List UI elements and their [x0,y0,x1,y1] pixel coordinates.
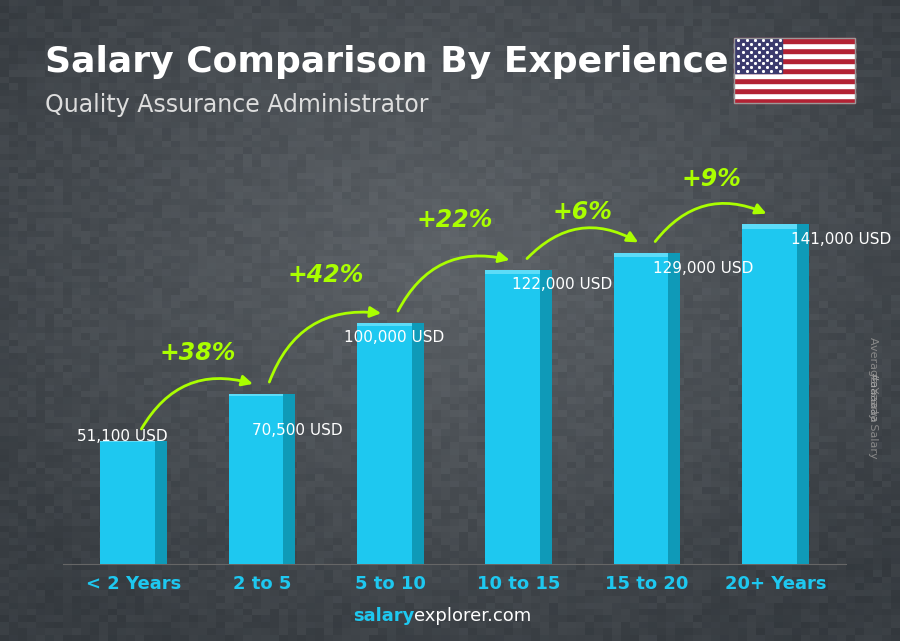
Bar [734,48,855,53]
Bar [614,253,669,564]
Bar [734,44,855,48]
Text: salary: salary [353,607,414,625]
Bar [485,271,540,274]
Text: +42%: +42% [288,263,364,287]
Bar [357,323,411,564]
Bar [734,63,855,68]
Bar [734,68,855,73]
Bar [100,441,155,442]
Bar [734,38,782,73]
Bar [734,58,855,63]
Bar [100,441,155,564]
Text: +38%: +38% [159,342,236,365]
Bar [411,323,424,564]
Text: 122,000 USD: 122,000 USD [512,278,613,292]
Bar [734,38,855,44]
Bar [742,224,796,564]
Bar [734,53,855,58]
Text: 51,100 USD: 51,100 USD [77,429,167,444]
Text: +22%: +22% [417,208,492,231]
Bar [734,78,855,83]
Bar [796,224,809,564]
Bar [734,93,855,97]
Bar [357,323,411,326]
Text: 100,000 USD: 100,000 USD [344,331,445,345]
Bar [229,394,284,396]
Text: 70,500 USD: 70,500 USD [252,423,342,438]
Bar [734,83,855,88]
Text: Average Yearly Salary: Average Yearly Salary [868,337,878,458]
Text: 141,000 USD: 141,000 USD [791,231,891,247]
Bar [614,253,669,257]
Text: 129,000 USD: 129,000 USD [653,261,754,276]
Bar [734,88,855,93]
Text: Quality Assurance Administrator: Quality Assurance Administrator [45,93,428,117]
Bar [734,97,855,103]
Bar [734,73,855,78]
Text: explorer.com: explorer.com [414,607,531,625]
Bar [540,271,552,564]
Text: +6%: +6% [553,201,613,224]
Bar [229,394,284,564]
Bar [284,394,295,564]
Bar [742,224,796,229]
Text: Salary Comparison By Experience: Salary Comparison By Experience [45,45,728,79]
Bar [155,441,167,564]
Bar [485,271,540,564]
Text: +9%: +9% [681,167,742,191]
Text: #aaaaaa: #aaaaaa [868,372,878,422]
Bar [669,253,680,564]
